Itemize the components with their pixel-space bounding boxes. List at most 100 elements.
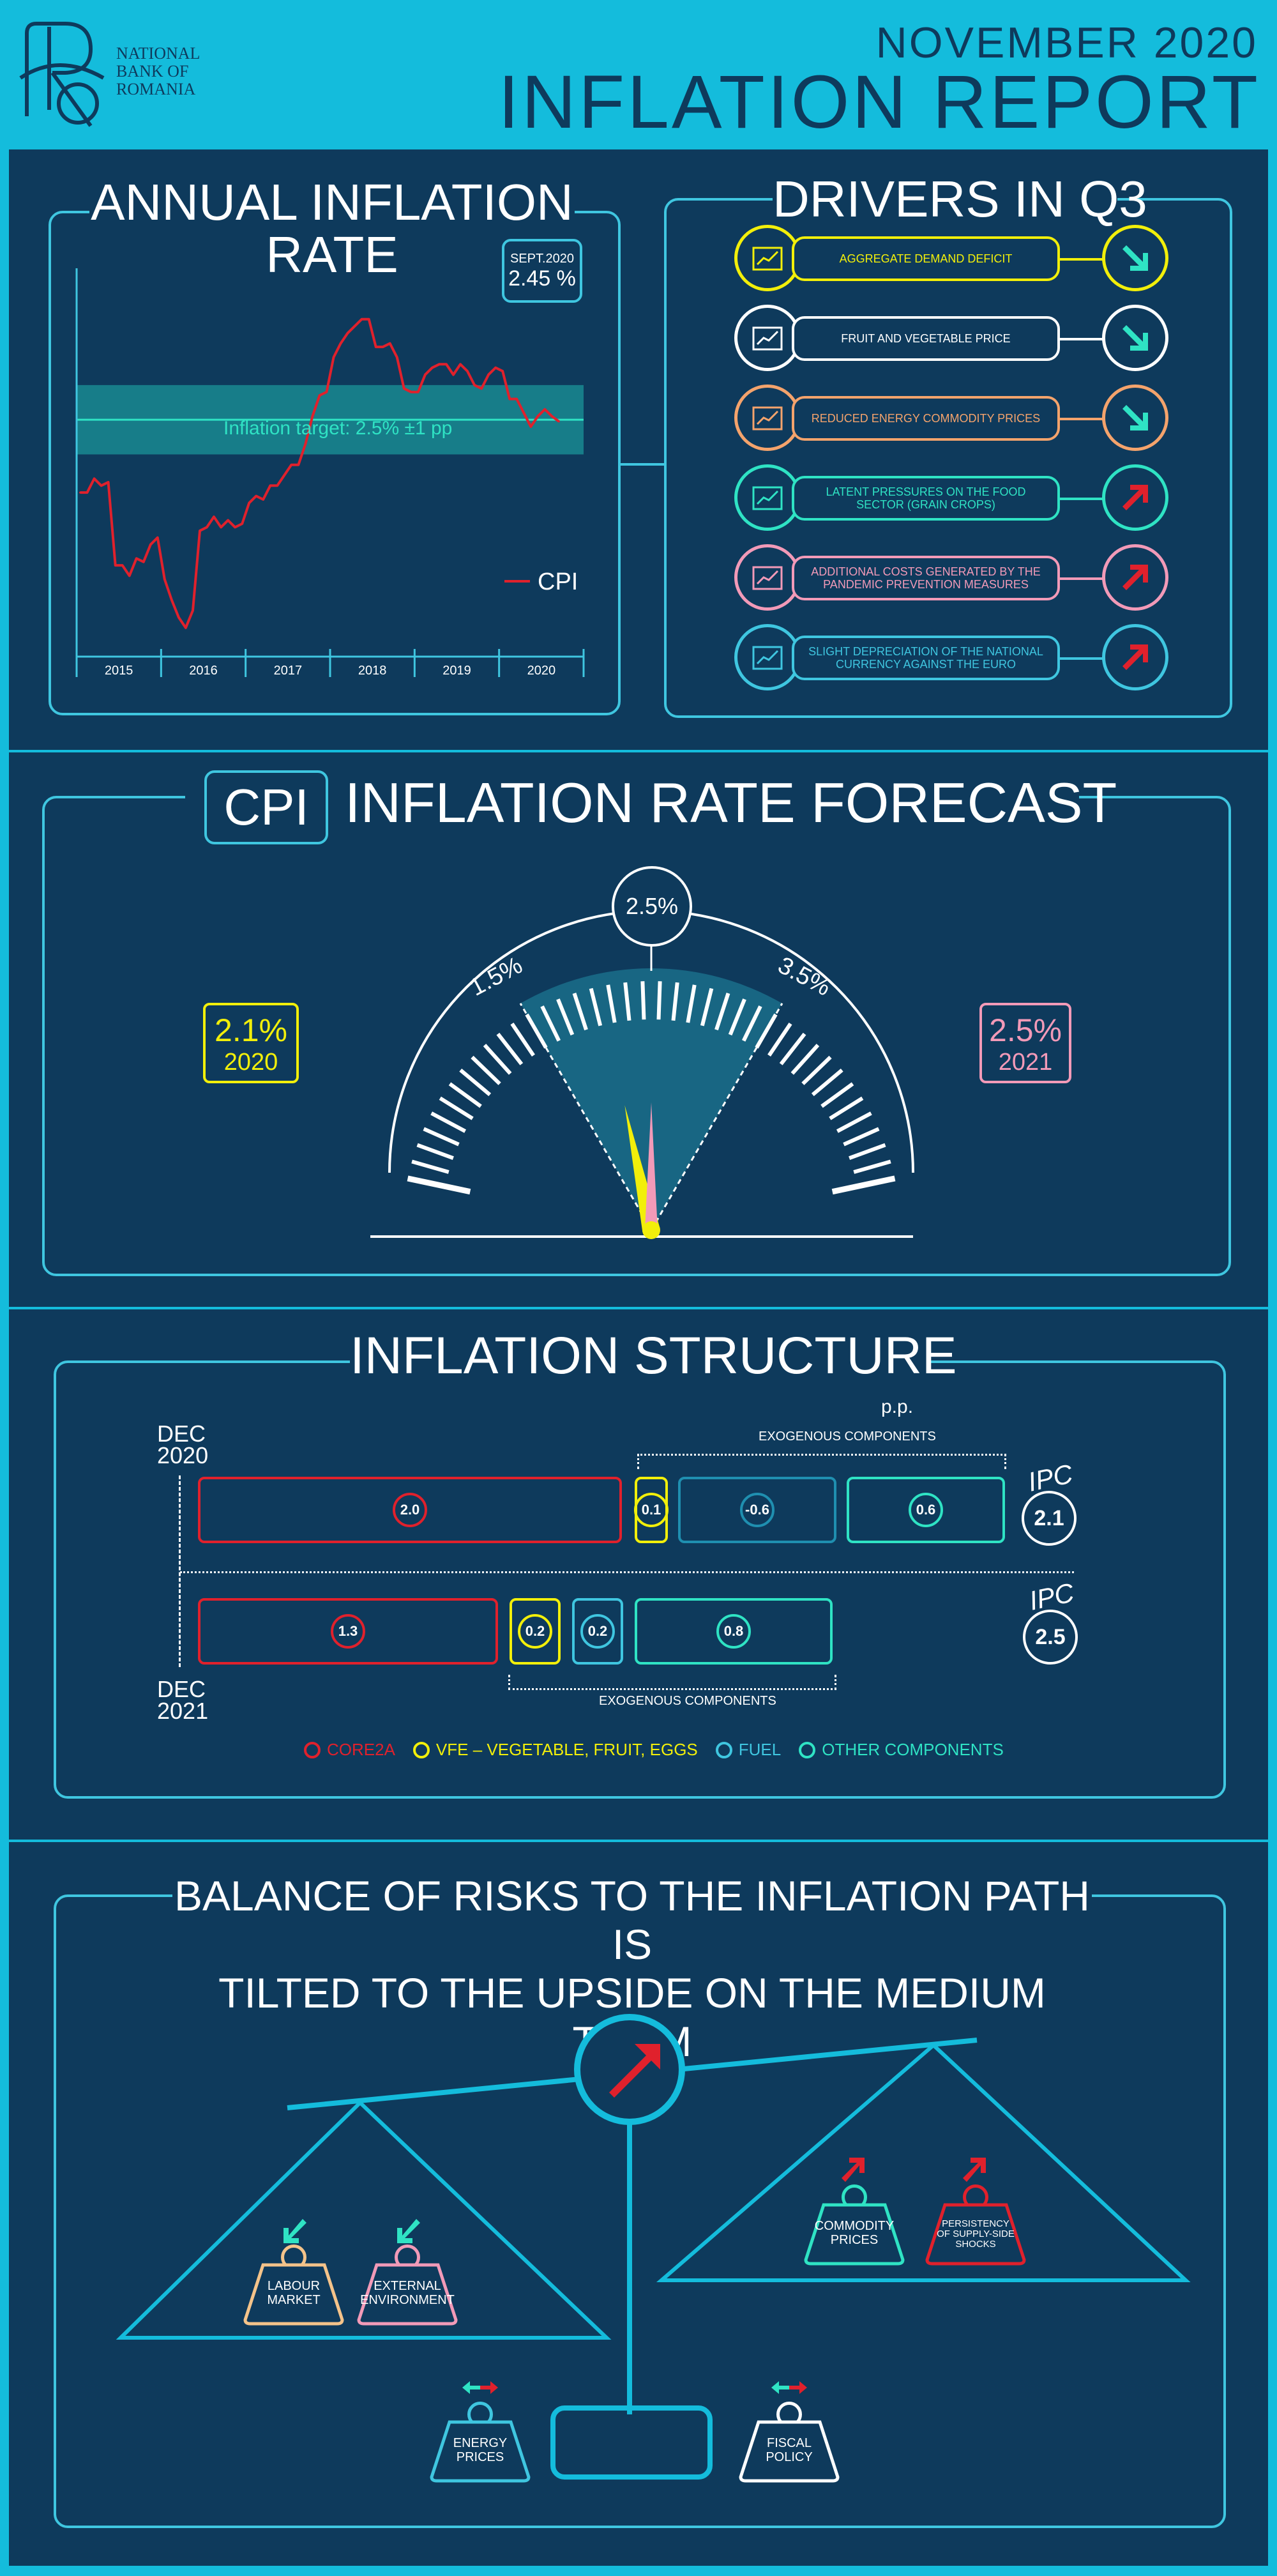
driver-row: SLIGHT DEPRECIATION OF THE NATIONAL CURR… [734, 624, 1168, 694]
ipc-2020-label: IPC [1025, 1458, 1076, 1497]
target-sector [520, 968, 782, 1230]
forecast-2021-value: 2.5% [989, 1012, 1062, 1048]
structure-bar: 0.2 [510, 1598, 561, 1665]
ipc-2020: IPC 2.1 [1022, 1458, 1079, 1546]
forecast-2021-box: 2.5% 2021 [979, 1003, 1071, 1083]
driver-label: LATENT PRESSURES ON THE FOOD SECTOR (GRA… [792, 476, 1060, 521]
gauge-tick [829, 1096, 864, 1120]
gauge-tick [767, 1022, 792, 1057]
arrow-down-left-icon [283, 2219, 306, 2243]
weight-body [430, 2420, 531, 2483]
structure-bar: 0.1 [634, 1477, 669, 1543]
cpi-point [255, 495, 257, 498]
cpi-point [192, 609, 194, 612]
report-date: NOVEMBER 2020 [875, 19, 1258, 67]
gauge-tick [623, 982, 631, 1021]
gauge-tick [790, 1044, 820, 1075]
gauge-tick [640, 981, 646, 1020]
dec-2021-label: DEC 2021 [157, 1678, 208, 1723]
cpi-point [276, 484, 278, 487]
cpi-point [121, 564, 124, 567]
weight-label: PERSISTENCY OF SUPPLY-SIDE SHOCKS [925, 2219, 1027, 2250]
gauge-tick [572, 993, 588, 1031]
cpi-point [543, 408, 546, 411]
risk-balance-scale [116, 2014, 1191, 2480]
driver-label: AGGREGATE DEMAND DEFICIT [792, 236, 1060, 281]
gauge-tick [606, 984, 617, 1023]
weight-label-line: EXTERNAL [374, 2279, 441, 2293]
cpi-point [529, 425, 532, 428]
risk-weight: LABOUR MARKET [243, 2216, 345, 2326]
needle-hub [642, 1221, 660, 1239]
virus-icon [734, 544, 801, 611]
risk-weight: FISCAL POLICY [738, 2374, 840, 2483]
driver-label: ADDITIONAL COSTS GENERATED BY THE PANDEM… [792, 556, 1060, 600]
row-divider [180, 1571, 1074, 1573]
cpi-point [424, 374, 427, 376]
legend-dot [304, 1741, 321, 1758]
gauge-tick [423, 1127, 460, 1147]
currency-icon-glyph [752, 646, 783, 670]
grain-icon-glyph [752, 486, 783, 510]
gauge-tick [496, 1032, 524, 1065]
gauge-tick [439, 1096, 474, 1120]
cpi-point [522, 411, 525, 414]
driver-label: SLIGHT DEPRECIATION OF THE NATIONAL CURR… [792, 636, 1060, 680]
weight-body [804, 2203, 905, 2266]
weight-label: LABOUR MARKET [243, 2279, 345, 2307]
weight-label-line: LABOUR [267, 2279, 321, 2293]
structure-panel [54, 1360, 1226, 1799]
cpi-point [550, 415, 553, 418]
target-label: Inflation target: 2.5% ±1 pp [223, 418, 453, 439]
gauge-tick [779, 1032, 806, 1065]
driver-row: LATENT PRESSURES ON THE FOOD SECTOR (GRA… [734, 464, 1168, 535]
arrow-down-left-icon [397, 2219, 420, 2243]
weight-label: COMMODITY PRICES [803, 2219, 905, 2247]
arrow-up-icon [1102, 464, 1168, 531]
cpi-point [403, 387, 405, 390]
gauge-tick [510, 1022, 535, 1057]
bank-logo [19, 22, 105, 127]
drivers-title: DRIVERS IN Q3 [773, 170, 1147, 229]
weight-label-line: SHOCKS [955, 2239, 996, 2250]
legend-dot [715, 1741, 732, 1758]
structure-bar: 1.3 [198, 1598, 498, 1665]
gauge-tick [459, 1069, 492, 1097]
cpi-point [494, 367, 497, 369]
cpi-point [283, 474, 285, 476]
x-tick-label: 2018 [358, 664, 387, 678]
gauge-tick [820, 1082, 854, 1108]
gauge-tick [471, 1055, 501, 1085]
cpi-point [417, 391, 419, 393]
risk-weight: ENERGY PRICES [429, 2374, 531, 2483]
weight-label-line: FISCAL [766, 2436, 812, 2450]
dec-2020-year: 2020 [157, 1442, 209, 1468]
gauge-tick [448, 1082, 482, 1108]
cpi-point [178, 616, 180, 619]
legend-cpi-label: CPI [538, 568, 578, 595]
cpi-point [396, 356, 398, 358]
weight-body [243, 2263, 344, 2326]
cpi-point [234, 526, 236, 528]
gauge-tick [728, 998, 746, 1036]
structure-bar: -0.6 [678, 1477, 836, 1543]
weight-label-line: ENVIRONMENT [360, 2293, 455, 2307]
structure-bar-value: 0.2 [580, 1614, 615, 1649]
cpi-point [410, 391, 412, 393]
weight-label-line: PERSISTENCY [942, 2218, 1009, 2229]
cpi-point [297, 464, 299, 466]
arrow-up-right-icon [842, 2158, 865, 2182]
weight-body [925, 2203, 1026, 2266]
gauge-tick [525, 1013, 548, 1049]
forecast-2021-year: 2021 [998, 1049, 1053, 1076]
gauge-tick [843, 1127, 880, 1147]
legend-dot [412, 1741, 430, 1758]
weight-label-line: OF SUPPLY-SIDE [937, 2229, 1015, 2239]
cpi-point [445, 363, 448, 365]
arrow-down-icon [1102, 385, 1168, 451]
x-tick-label: 2015 [105, 664, 133, 678]
risks-title-line1: BALANCE OF RISKS TO THE INFLATION PATH I… [174, 1872, 1090, 1968]
weight-label: FISCAL POLICY [738, 2436, 840, 2464]
gauge-tick [416, 1143, 454, 1160]
weight-label-line: POLICY [766, 2450, 813, 2464]
